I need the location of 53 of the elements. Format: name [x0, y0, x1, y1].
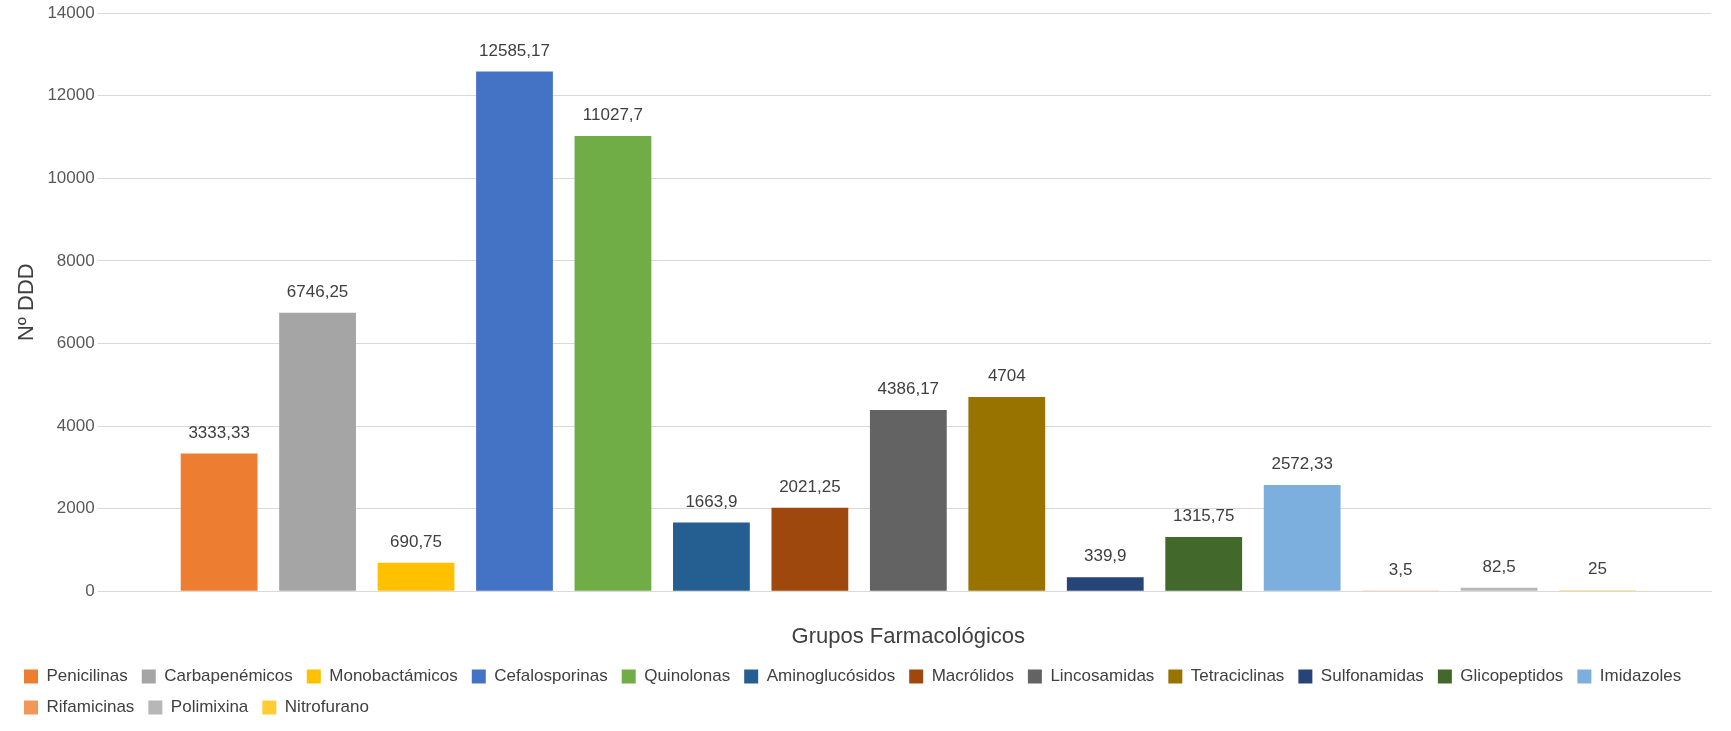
- legend-label: Imidazoles: [1599, 666, 1682, 686]
- bar: [377, 562, 455, 591]
- y-tick-label: 0: [85, 580, 95, 600]
- bar: [180, 453, 258, 591]
- y-tick-label: 2000: [56, 498, 95, 518]
- y-tick-label: 14000: [47, 2, 95, 22]
- y-tick-label: 4000: [56, 415, 95, 435]
- legend-label: Lincosamidas: [1050, 666, 1155, 686]
- legend-label: Cefalosporinas: [494, 666, 608, 686]
- legend-label: Tetraciclinas: [1190, 666, 1285, 686]
- data-label: 12585,17: [479, 40, 550, 60]
- legend-label: Polimixina: [170, 697, 249, 717]
- data-label: 339,9: [1083, 546, 1127, 566]
- data-label: 2572,33: [1271, 454, 1333, 474]
- bar: [673, 522, 750, 591]
- bar: [1263, 485, 1341, 591]
- bar: [574, 135, 652, 591]
- bar: [476, 71, 553, 591]
- legend-label: Carbapenémicos: [164, 666, 293, 686]
- data-label: 1663,9: [685, 491, 738, 511]
- legend-label: Macrólidos: [931, 666, 1014, 686]
- legend-label: Penicilinas: [46, 666, 128, 686]
- x-axis-title: Grupos Farmacológicos: [791, 622, 1026, 648]
- legend-label: Rifamicinas: [46, 697, 135, 717]
- bar: [1066, 577, 1144, 591]
- data-label: 690,75: [390, 531, 443, 551]
- data-label: 3,5: [1388, 560, 1413, 580]
- legend-label: Monobactámicos: [329, 666, 458, 686]
- data-label: 1315,75: [1172, 506, 1235, 526]
- y-tick-label: 8000: [56, 250, 95, 270]
- y-axis-title: Nº DDD: [13, 263, 39, 342]
- bar: [771, 507, 849, 591]
- legend-label: Aminoglucósidos: [766, 666, 896, 686]
- bar: [1165, 536, 1243, 591]
- y-tick-label: 10000: [47, 168, 95, 188]
- legend-label: Glicopeptidos: [1460, 666, 1564, 686]
- bar: [968, 396, 1046, 591]
- data-label: 25: [1588, 559, 1608, 579]
- data-label: 6746,25: [286, 281, 349, 301]
- data-label: 4386,17: [877, 379, 940, 399]
- data-label: 4704: [987, 366, 1026, 386]
- data-label: 3333,33: [188, 422, 250, 442]
- y-tick-label: 6000: [56, 333, 95, 353]
- bar: [869, 410, 947, 591]
- data-label: 11027,7: [582, 105, 644, 125]
- data-label: 82,5: [1482, 556, 1516, 576]
- legend-label: Sulfonamidas: [1320, 666, 1424, 686]
- data-label: 2021,25: [779, 476, 841, 496]
- bar: [1460, 587, 1538, 591]
- y-tick-label: 12000: [47, 85, 95, 105]
- legend-label: Quinolonas: [644, 666, 731, 686]
- legend-label: Nitrofurano: [284, 697, 369, 717]
- bar: [279, 312, 356, 591]
